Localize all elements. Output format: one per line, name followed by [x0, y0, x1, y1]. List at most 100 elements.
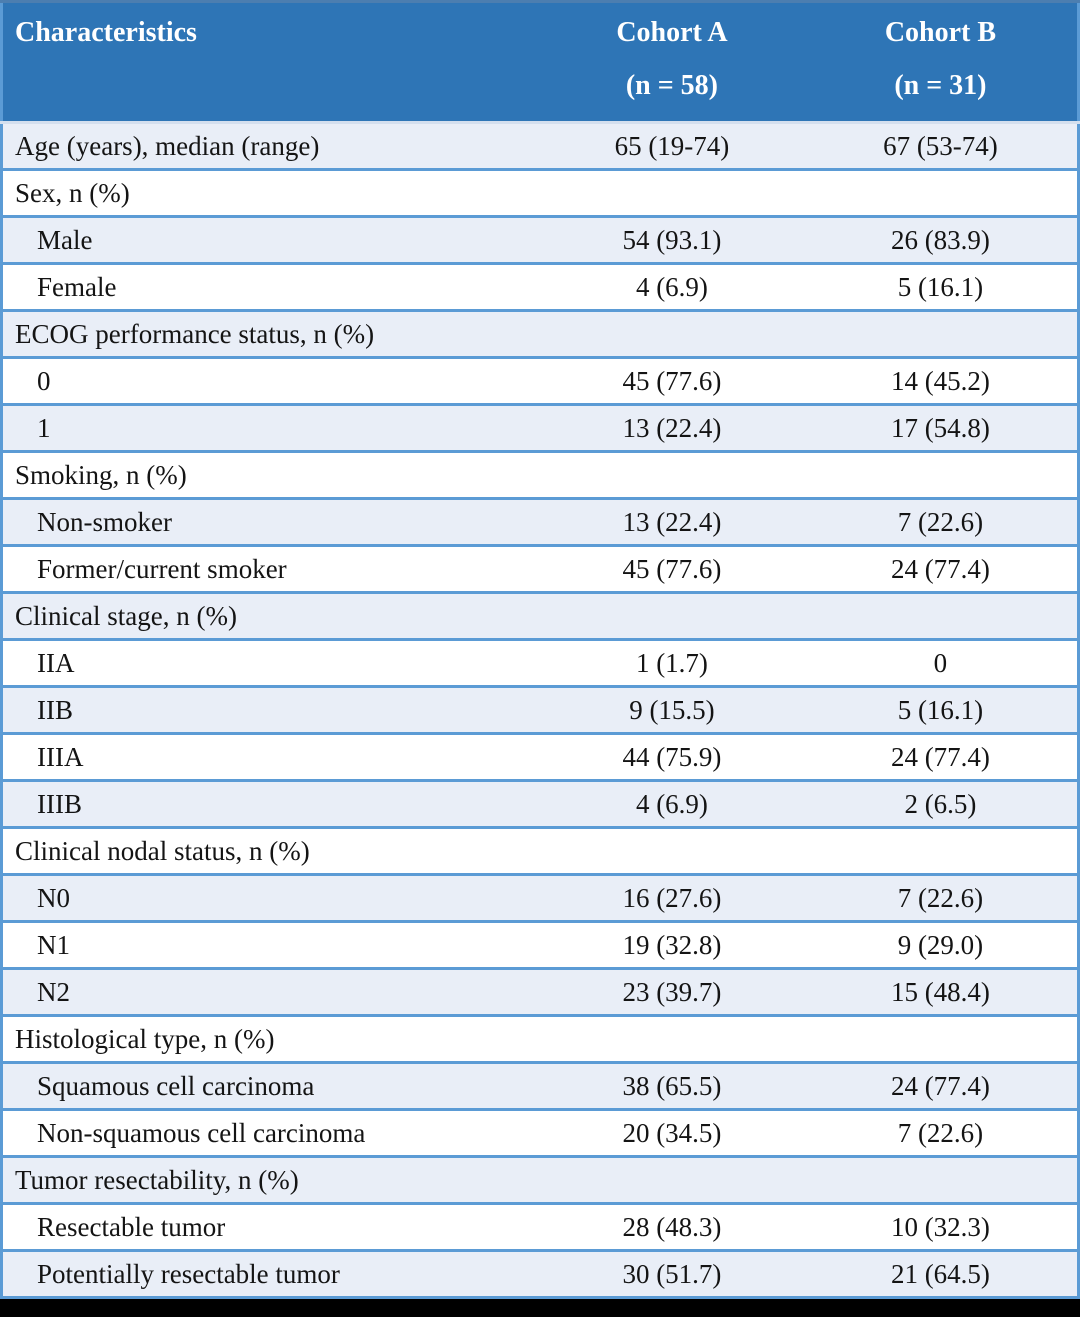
table-row: Non-smoker 13 (22.4) 7 (22.6): [1, 498, 1079, 547]
row-label-cell: Sex, n (%): [1, 169, 540, 218]
header-row: Characteristics Cohort A (n = 58) Cohort…: [1, 0, 1079, 124]
table-header: Characteristics Cohort A (n = 58) Cohort…: [1, 0, 1079, 124]
table-row: Former/current smoker 45 (77.6) 24 (77.4…: [1, 545, 1079, 594]
table-row: Resectable tumor 28 (48.3) 10 (32.3): [1, 1203, 1079, 1252]
table-row: Male 54 (93.1) 26 (83.9): [1, 216, 1079, 265]
cohort-a-value-cell: 38 (65.5): [540, 1062, 804, 1111]
cohort-a-value-cell: 16 (27.6): [540, 874, 804, 923]
table-row: IIIB 4 (6.9) 2 (6.5): [1, 780, 1079, 829]
cohort-b-value-cell: 26 (83.9): [803, 216, 1079, 265]
cohort-b-value-cell: [803, 827, 1079, 876]
cohort-a-value-cell: 45 (77.6): [540, 357, 804, 406]
cohort-a-value-cell: 54 (93.1): [540, 216, 804, 265]
cohort-b-header-n: (n = 31): [894, 70, 987, 101]
cohort-b-header-label: Cohort B: [884, 17, 997, 48]
row-label-cell: IIA: [1, 639, 540, 688]
cohort-b-value-cell: 7 (22.6): [803, 874, 1079, 923]
row-label-cell: 0: [1, 357, 540, 406]
cohort-b-value-cell: 7 (22.6): [803, 1109, 1079, 1158]
row-label-cell: N1: [1, 921, 540, 970]
cohort-b-value-cell: 7 (22.6): [803, 498, 1079, 547]
row-label-cell: Histological type, n (%): [1, 1015, 540, 1064]
cohort-b-value-cell: [803, 592, 1079, 641]
cohort-a-value-cell: [540, 1015, 804, 1064]
cohort-a-header-n: (n = 58): [625, 70, 719, 101]
cohort-b-value-cell: 17 (54.8): [803, 404, 1079, 453]
cohort-b-value-cell: 24 (77.4): [803, 1062, 1079, 1111]
cohort-b-value-cell: 9 (29.0): [803, 921, 1079, 970]
cohort-b-value-cell: [803, 451, 1079, 500]
column-header-cohort-b: Cohort B (n = 31): [803, 0, 1079, 124]
table-row: N2 23 (39.7) 15 (48.4): [1, 968, 1079, 1017]
table-row: Histological type, n (%): [1, 1015, 1079, 1064]
cohort-a-value-cell: [540, 451, 804, 500]
row-label-cell: Age (years), median (range): [1, 122, 540, 171]
cohort-b-value-cell: 5 (16.1): [803, 686, 1079, 735]
cohort-a-value-cell: [540, 827, 804, 876]
cohort-a-value-cell: 4 (6.9): [540, 263, 804, 312]
table-row: Squamous cell carcinoma 38 (65.5) 24 (77…: [1, 1062, 1079, 1111]
row-label-cell: IIIA: [1, 733, 540, 782]
table-row: Tumor resectability, n (%): [1, 1156, 1079, 1205]
table-row: ECOG performance status, n (%): [1, 310, 1079, 359]
row-label-cell: Resectable tumor: [1, 1203, 540, 1252]
row-label-cell: IIB: [1, 686, 540, 735]
row-label-cell: Non-smoker: [1, 498, 540, 547]
cohort-a-value-cell: 45 (77.6): [540, 545, 804, 594]
cohort-b-value-cell: 67 (53-74): [803, 122, 1079, 171]
table-row: Female 4 (6.9) 5 (16.1): [1, 263, 1079, 312]
cohort-b-value-cell: 14 (45.2): [803, 357, 1079, 406]
cohort-a-value-cell: [540, 1156, 804, 1205]
table-row: 1 13 (22.4) 17 (54.8): [1, 404, 1079, 453]
cohort-a-value-cell: 20 (34.5): [540, 1109, 804, 1158]
table-row: Non-squamous cell carcinoma 20 (34.5) 7 …: [1, 1109, 1079, 1158]
cohort-b-value-cell: 2 (6.5): [803, 780, 1079, 829]
table-row: IIA 1 (1.7) 0: [1, 639, 1079, 688]
column-header-cohort-a: Cohort A (n = 58): [540, 0, 804, 124]
row-label-cell: Female: [1, 263, 540, 312]
cohort-a-value-cell: 4 (6.9): [540, 780, 804, 829]
cohort-b-value-cell: 10 (32.3): [803, 1203, 1079, 1252]
cohort-b-value-cell: 21 (64.5): [803, 1250, 1079, 1299]
cohort-b-value-cell: [803, 310, 1079, 359]
cohort-a-value-cell: 30 (51.7): [540, 1250, 804, 1299]
row-label-cell: ECOG performance status, n (%): [1, 310, 540, 359]
cohort-b-value-cell: [803, 1156, 1079, 1205]
cohort-a-value-cell: 65 (19-74): [540, 122, 804, 171]
table-row: Smoking, n (%): [1, 451, 1079, 500]
characteristics-header-label: Characteristics: [15, 17, 197, 48]
row-label-cell: N0: [1, 874, 540, 923]
cohort-b-value-cell: [803, 169, 1079, 218]
cohort-b-value-cell: 15 (48.4): [803, 968, 1079, 1017]
table-row: Potentially resectable tumor 30 (51.7) 2…: [1, 1250, 1079, 1299]
cohort-a-value-cell: 23 (39.7): [540, 968, 804, 1017]
row-label-cell: N2: [1, 968, 540, 1017]
table-row: Clinical nodal status, n (%): [1, 827, 1079, 876]
row-label-cell: Non-squamous cell carcinoma: [1, 1109, 540, 1158]
row-label-cell: 1: [1, 404, 540, 453]
table-row: 0 45 (77.6) 14 (45.2): [1, 357, 1079, 406]
cohort-a-value-cell: 28 (48.3): [540, 1203, 804, 1252]
table-row: N0 16 (27.6) 7 (22.6): [1, 874, 1079, 923]
cohort-a-value-cell: [540, 310, 804, 359]
cohort-a-value-cell: 44 (75.9): [540, 733, 804, 782]
row-label-cell: Smoking, n (%): [1, 451, 540, 500]
cohort-a-value-cell: [540, 592, 804, 641]
cohort-a-value-cell: 19 (32.8): [540, 921, 804, 970]
cohort-a-value-cell: 13 (22.4): [540, 498, 804, 547]
cohort-a-value-cell: 13 (22.4): [540, 404, 804, 453]
row-label-cell: Tumor resectability, n (%): [1, 1156, 540, 1205]
table-row: IIB 9 (15.5) 5 (16.1): [1, 686, 1079, 735]
row-label-cell: Squamous cell carcinoma: [1, 1062, 540, 1111]
cohort-b-value-cell: 24 (77.4): [803, 545, 1079, 594]
cohort-b-value-cell: 5 (16.1): [803, 263, 1079, 312]
cohort-b-value-cell: 24 (77.4): [803, 733, 1079, 782]
row-label-cell: IIIB: [1, 780, 540, 829]
bottom-black-bar: [0, 1299, 1080, 1317]
cohort-a-value-cell: [540, 169, 804, 218]
row-label-cell: Potentially resectable tumor: [1, 1250, 540, 1299]
row-label-cell: Clinical stage, n (%): [1, 592, 540, 641]
column-header-characteristics: Characteristics: [1, 0, 540, 124]
